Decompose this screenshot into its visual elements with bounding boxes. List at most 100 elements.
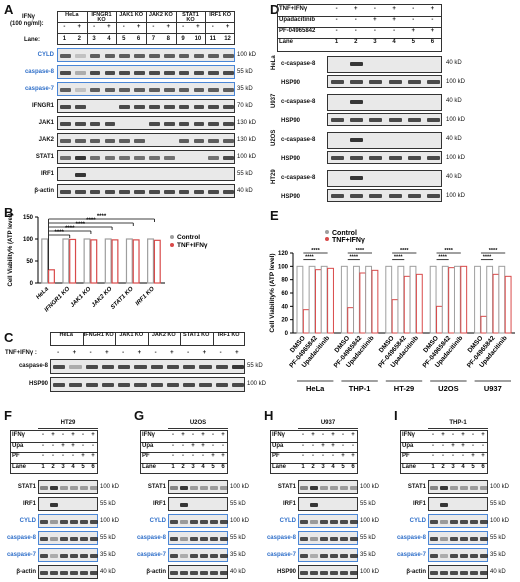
condition-sign: 5 <box>471 463 475 470</box>
kd-marker: 35 kD <box>490 552 506 558</box>
band <box>388 80 402 84</box>
bar-control <box>429 265 437 334</box>
band <box>350 62 364 66</box>
bar-control <box>320 265 328 334</box>
bar-control <box>409 265 417 334</box>
condition-sign: 5 <box>211 463 215 470</box>
band <box>163 156 175 160</box>
group-label: IRF1 KO <box>209 12 231 18</box>
row-label: HSP90 <box>276 569 296 575</box>
kd-marker: 40 kD <box>237 188 253 194</box>
band <box>220 486 228 490</box>
condition-label: PF <box>272 453 280 459</box>
blot-strip <box>168 565 228 579</box>
condition-sign: + <box>91 432 95 438</box>
band <box>450 520 458 524</box>
band <box>450 554 458 558</box>
row-label: β-actin <box>34 188 54 194</box>
condition-sign: - <box>332 453 334 459</box>
lane-number: 7 <box>151 36 156 42</box>
band <box>178 105 190 109</box>
band <box>331 156 345 160</box>
bar-control <box>147 238 155 284</box>
kd-marker: 35 kD <box>100 552 116 558</box>
band <box>40 571 48 575</box>
blot-strip <box>168 480 228 494</box>
band <box>69 383 82 387</box>
header-rule <box>270 462 358 464</box>
band <box>369 194 383 198</box>
condition-sign: - <box>472 442 474 449</box>
band <box>208 54 220 58</box>
panel-f: F HT29 IFNγ - + - + - + Upa - - + + - - PF - - - - + + Lane 1 2 3 4… <box>0 408 130 582</box>
bar-control <box>441 265 449 334</box>
band <box>470 486 478 490</box>
blot-strip <box>38 480 98 494</box>
band <box>430 486 438 490</box>
lane-number: 4 <box>107 36 111 42</box>
sig-stars: **** <box>444 248 453 254</box>
title-rule <box>298 428 358 429</box>
kd-marker: 100 kD <box>247 381 267 387</box>
condition-sign: - <box>302 453 304 459</box>
condition-sign: + <box>461 432 465 438</box>
treatment-sign: + <box>107 24 111 30</box>
lane-number: 12 <box>224 36 231 42</box>
condition-label: PF-04965842 <box>279 28 316 34</box>
condition-sign: - <box>431 17 434 23</box>
band <box>104 88 116 92</box>
band <box>300 520 308 524</box>
condition-sign: + <box>71 442 75 449</box>
band <box>60 71 71 75</box>
panel-label-b: B <box>4 205 14 220</box>
kd-marker: 100 kD <box>237 154 257 160</box>
condition-sign: + <box>392 17 396 23</box>
band <box>74 122 86 126</box>
ifn-unit: (100 ng/ml): <box>10 21 44 27</box>
condition-sign: - <box>212 442 214 449</box>
band <box>170 537 178 541</box>
condition-sign: + <box>91 453 95 459</box>
band <box>101 365 114 369</box>
band <box>104 190 116 194</box>
sig-stars: **** <box>438 255 447 261</box>
band <box>60 486 68 490</box>
kd-marker: 100 kD <box>100 484 120 490</box>
y-tick-label: 80 <box>281 278 288 284</box>
lane-number: 9 <box>181 36 185 42</box>
band <box>101 383 114 387</box>
band <box>430 571 438 575</box>
condition-sign: - <box>335 28 338 34</box>
band <box>89 88 101 92</box>
condition-sign: + <box>201 442 205 449</box>
bar-treated <box>47 269 55 284</box>
band <box>74 105 86 109</box>
group-label: IFNGR1 KO <box>83 332 114 338</box>
bar-control <box>104 238 112 284</box>
row-label: β-actin <box>16 569 36 575</box>
band <box>193 190 205 194</box>
lane-number: 2 <box>77 36 81 42</box>
band <box>220 537 228 541</box>
panel-label-a: A <box>4 2 14 17</box>
band <box>310 554 318 558</box>
legend-marker <box>325 237 329 241</box>
y-axis-title: Cell Viability% (ATP level) <box>269 253 276 332</box>
panel-c-western-blot: HeLa IFNGR1 KO JAK1 KO JAK2 KO STAT1 KO IRF1 … <box>0 330 267 410</box>
kd-marker: 130 kD <box>237 120 257 126</box>
band <box>118 365 131 369</box>
group-label: JAK2 KO <box>148 12 173 18</box>
bar-control <box>365 265 373 334</box>
treatment-sign: + <box>170 350 174 356</box>
group-divider <box>115 332 116 346</box>
y-tick-label: 50 <box>26 259 33 265</box>
blot-strip <box>168 514 228 528</box>
header-rule <box>140 452 228 453</box>
legend-marker <box>170 243 174 247</box>
header-rule <box>140 462 228 464</box>
band <box>388 194 402 198</box>
band <box>460 486 468 490</box>
band <box>208 122 220 126</box>
sig-stars: **** <box>65 226 75 232</box>
band <box>208 190 220 194</box>
